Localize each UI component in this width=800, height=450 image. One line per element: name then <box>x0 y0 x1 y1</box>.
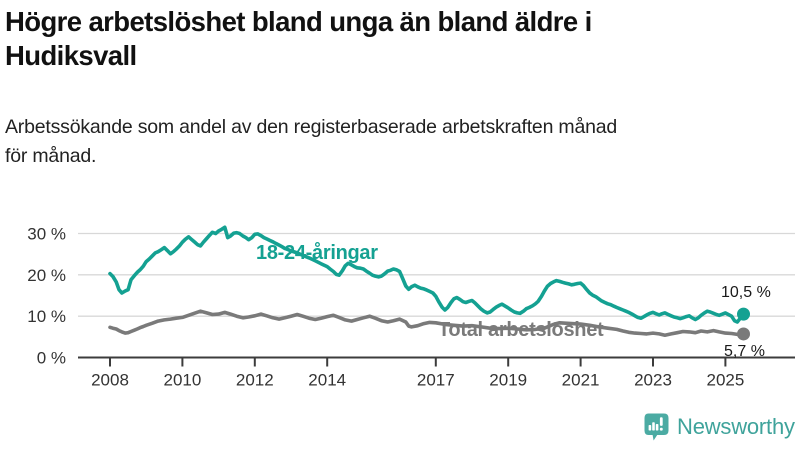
newsworthy-logo: Newsworthy <box>644 413 795 441</box>
y-tick-label-10: 10 % <box>27 307 66 326</box>
chart-title: Högre arbetslöshet bland unga än bland ä… <box>5 5 793 73</box>
series-end-dot-18-24-åringar <box>737 307 750 321</box>
y-tick-label-30: 30 % <box>27 225 66 244</box>
series-end-value-Total arbetslöshet: 5,7 % <box>724 343 765 360</box>
y-tick-label-20: 20 % <box>27 266 66 285</box>
bar-chart-speech-bubble-icon <box>644 413 669 441</box>
chart-title-line1: Högre arbetslöshet bland unga än bland ä… <box>5 6 592 37</box>
series-line-Total arbetslöshet <box>108 309 746 338</box>
series-label-Total arbetslöshet: Total arbetslöshet <box>438 319 604 341</box>
chart-subtitle-line1: Arbetssökande som andel av den registerb… <box>5 116 618 138</box>
y-tick-label-0: 0 % <box>37 349 66 368</box>
chart-subtitle: Arbetssökande som andel av den registerb… <box>5 113 793 171</box>
newsworthy-logo-text: Newsworthy <box>677 414 795 439</box>
x-tick-label-2021: 2021 <box>562 371 600 390</box>
x-tick-label-2017: 2017 <box>417 371 455 390</box>
x-tick-label-2023: 2023 <box>634 371 672 390</box>
x-tick-label-2010: 2010 <box>163 371 201 390</box>
x-tick-label-2012: 2012 <box>236 371 274 390</box>
chart-subtitle-line2: för månad. <box>5 145 97 167</box>
series-end-dot-Total arbetslöshet <box>737 327 750 341</box>
series-end-value-18-24-åringar: 10,5 % <box>721 284 771 301</box>
x-tick-label-2008: 2008 <box>91 371 129 390</box>
x-tick-label-2019: 2019 <box>489 371 527 390</box>
chart-title-line2: Hudiksvall <box>5 40 137 71</box>
series-label-18-24-åringar: 18-24-åringar <box>256 241 378 264</box>
x-tick-label-2025: 2025 <box>706 371 744 390</box>
x-tick-label-2014: 2014 <box>308 371 346 390</box>
series-line-18-24-åringar <box>108 225 746 324</box>
